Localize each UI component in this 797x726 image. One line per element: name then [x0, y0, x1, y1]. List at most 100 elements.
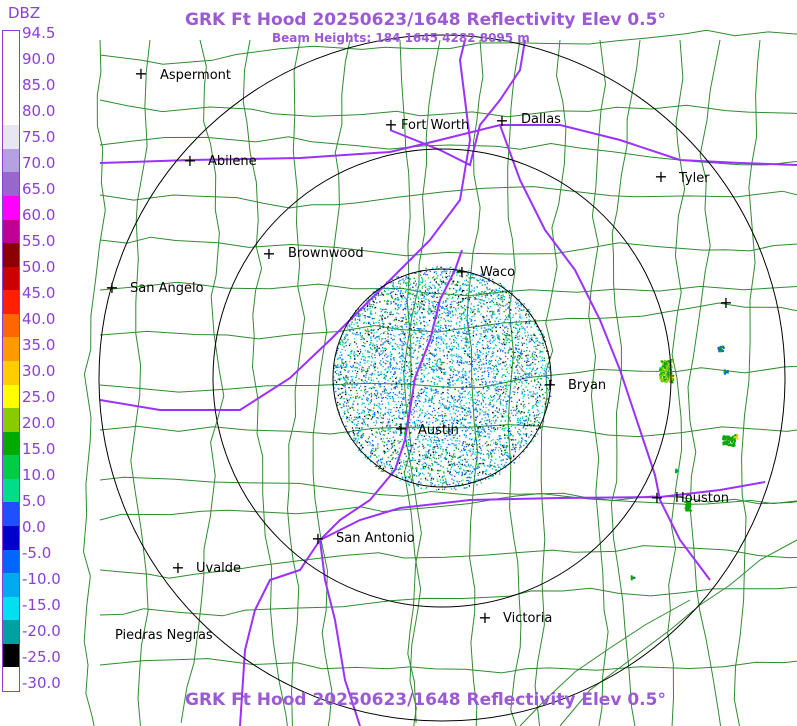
echo-pixel: [500, 358, 502, 360]
echo-pixel: [400, 396, 402, 399]
echo-pixel: [435, 273, 438, 275]
echo-pixel: [422, 307, 425, 309]
echo-pixel: [474, 408, 476, 410]
echo-pixel: [438, 415, 440, 417]
echo-pixel: [377, 374, 379, 376]
echo-pixel: [441, 307, 443, 309]
echo-pixel: [479, 463, 481, 465]
echo-pixel: [441, 398, 443, 400]
echo-pixel: [442, 392, 444, 394]
echo-pixel: [350, 380, 352, 382]
echo-pixel: [343, 410, 346, 412]
echo-pixel: [362, 409, 364, 411]
echo-pixel: [486, 385, 489, 387]
echo-pixel: [449, 454, 451, 457]
echo-pixel: [380, 394, 382, 396]
echo-pixel: [401, 386, 403, 388]
echo-pixel: [413, 423, 416, 425]
echo-pixel: [499, 473, 501, 475]
echo-pixel: [480, 447, 482, 449]
echo-pixel: [482, 339, 484, 342]
echo-pixel: [445, 451, 447, 453]
echo-pixel: [425, 367, 427, 369]
echo-pixel: [407, 479, 409, 481]
echo-pixel: [456, 480, 458, 482]
echo-pixel: [425, 270, 428, 273]
echo-pixel: [491, 371, 493, 373]
echo-pixel: [414, 425, 416, 427]
echo-pixel: [438, 475, 441, 478]
echo-pixel: [507, 328, 509, 330]
echo-pixel: [503, 428, 506, 430]
echo-pixel: [378, 354, 381, 356]
echo-pixel: [373, 421, 375, 424]
echo-pixel: [418, 303, 420, 305]
echo-pixel: [462, 454, 464, 456]
echo-pixel: [432, 312, 434, 315]
echo-pixel: [363, 382, 366, 384]
echo-pixel: [458, 301, 460, 303]
echo-pixel: [445, 315, 448, 317]
echo-pixel: [347, 338, 349, 340]
echo-pixel: [360, 448, 363, 450]
echo-pixel: [376, 432, 378, 434]
echo-pixel: [411, 445, 413, 447]
echo-pixel: [473, 452, 475, 454]
echo-pixel: [539, 383, 541, 385]
echo-pixel: [517, 324, 519, 327]
echo-pixel: [497, 363, 499, 365]
echo-pixel: [417, 397, 419, 399]
echo-pixel: [533, 334, 535, 336]
echo-pixel: [439, 361, 441, 363]
echo-pixel: [401, 388, 403, 390]
echo-pixel: [486, 419, 488, 422]
echo-pixel: [521, 325, 523, 327]
echo-pixel: [338, 411, 340, 414]
echo-pixel: [363, 375, 365, 377]
echo-pixel: [449, 402, 452, 404]
echo-pixel: [389, 424, 391, 426]
echo-pixel: [508, 323, 510, 325]
echo-pixel: [528, 375, 530, 377]
echo-pixel: [407, 483, 410, 486]
echo-pixel: [374, 337, 376, 339]
echo-pixel: [387, 289, 389, 291]
echo-pixel: [520, 403, 522, 405]
echo-pixel: [467, 323, 469, 325]
echo-pixel: [425, 391, 428, 393]
echo-pixel: [458, 288, 461, 291]
echo-pixel: [412, 286, 414, 288]
echo-pixel: [481, 291, 483, 293]
echo-pixel: [418, 400, 420, 403]
echo-pixel: [458, 398, 460, 401]
echo-pixel: [437, 480, 439, 482]
echo-pixel: [392, 398, 394, 400]
echo-pixel: [493, 465, 496, 467]
echo-pixel: [490, 425, 492, 428]
echo-pixel: [497, 398, 499, 401]
echo-pixel: [438, 329, 440, 331]
echo-pixel: [517, 306, 519, 308]
echo-pixel: [518, 331, 520, 333]
echo-pixel: [495, 345, 497, 347]
echo-pixel: [364, 329, 366, 331]
echo-pixel: [341, 396, 343, 398]
echo-pixel: [459, 268, 461, 270]
echo-pixel: [507, 456, 509, 458]
legend-label: 60.0: [22, 206, 56, 224]
echo-pixel: [477, 432, 479, 434]
echo-pixel: [341, 407, 343, 409]
echo-pixel: [394, 297, 397, 300]
echo-pixel: [489, 463, 491, 465]
echo-pixel: [504, 365, 506, 367]
echo-pixel: [370, 341, 372, 344]
echo-pixel: [382, 294, 385, 296]
echo-pixel: [540, 374, 543, 377]
echo-pixel: [450, 266, 452, 268]
echo-pixel: [396, 286, 398, 288]
echo-pixel: [424, 457, 427, 459]
echo-pixel: [498, 335, 500, 337]
echo-pixel: [451, 362, 453, 364]
echo-pixel: [394, 424, 396, 426]
echo-pixel: [370, 343, 372, 345]
